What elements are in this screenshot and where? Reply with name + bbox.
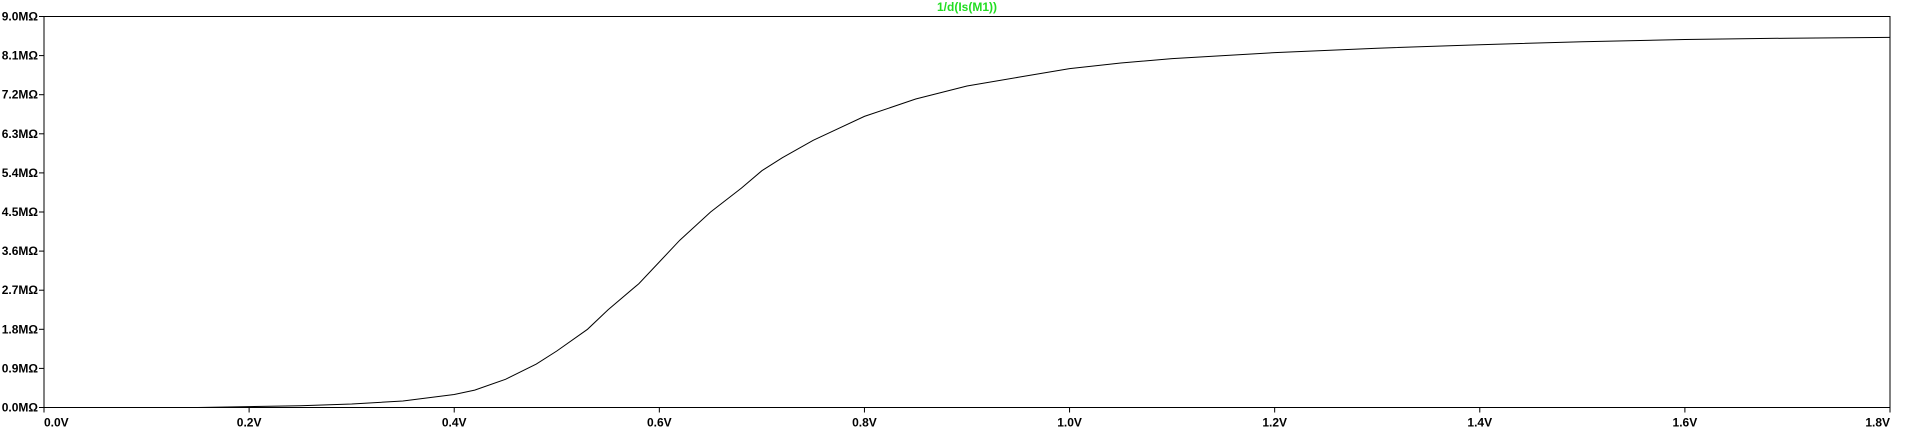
x-tick-label: 1.4V xyxy=(1467,416,1492,430)
y-tick-label: 8.1MΩ xyxy=(2,49,39,63)
x-tick-label: 0.0V xyxy=(44,416,69,430)
y-tick-label: 4.5MΩ xyxy=(2,205,39,219)
x-tick-label: 1.6V xyxy=(1673,416,1698,430)
x-tick-label: 0.2V xyxy=(237,416,262,430)
x-axis: 0.0V 0.2V 0.4V 0.6V 0.8V 1.0V 1.2V 1.4V 1.6V 1.8V xyxy=(43,407,1891,430)
y-tick-label: 3.6MΩ xyxy=(2,244,39,258)
x-tick-label: 1.8V xyxy=(1865,416,1890,430)
y-tick-label: 5.4MΩ xyxy=(2,166,39,180)
y-tick-label: 7.2MΩ xyxy=(2,88,39,102)
x-tick-label: 1.0V xyxy=(1057,416,1082,430)
y-tick-label: 9.0MΩ xyxy=(2,10,39,24)
y-tick-label: 1.8MΩ xyxy=(2,322,39,336)
y-tick-label: 6.3MΩ xyxy=(2,127,39,141)
chart-title[interactable]: 1/d(Is(M1)) xyxy=(937,0,997,14)
x-tick-label: 0.4V xyxy=(442,416,467,430)
x-tick-label: 0.6V xyxy=(647,416,672,430)
y-tick-label: 2.7MΩ xyxy=(2,283,39,297)
trace-line[interactable] xyxy=(44,36,1891,408)
y-axis: 0.0MΩ 0.9MΩ 1.8MΩ 2.7MΩ 3.6MΩ 4.5MΩ 5.4MΩ 6.3MΩ… xyxy=(2,10,44,415)
x-tick-label: 0.8V xyxy=(852,416,877,430)
y-tick-label: 0.0MΩ xyxy=(2,401,39,415)
plot-frame xyxy=(43,16,1891,408)
y-tick-label: 0.9MΩ xyxy=(2,361,39,375)
x-tick-label: 1.2V xyxy=(1262,416,1287,430)
